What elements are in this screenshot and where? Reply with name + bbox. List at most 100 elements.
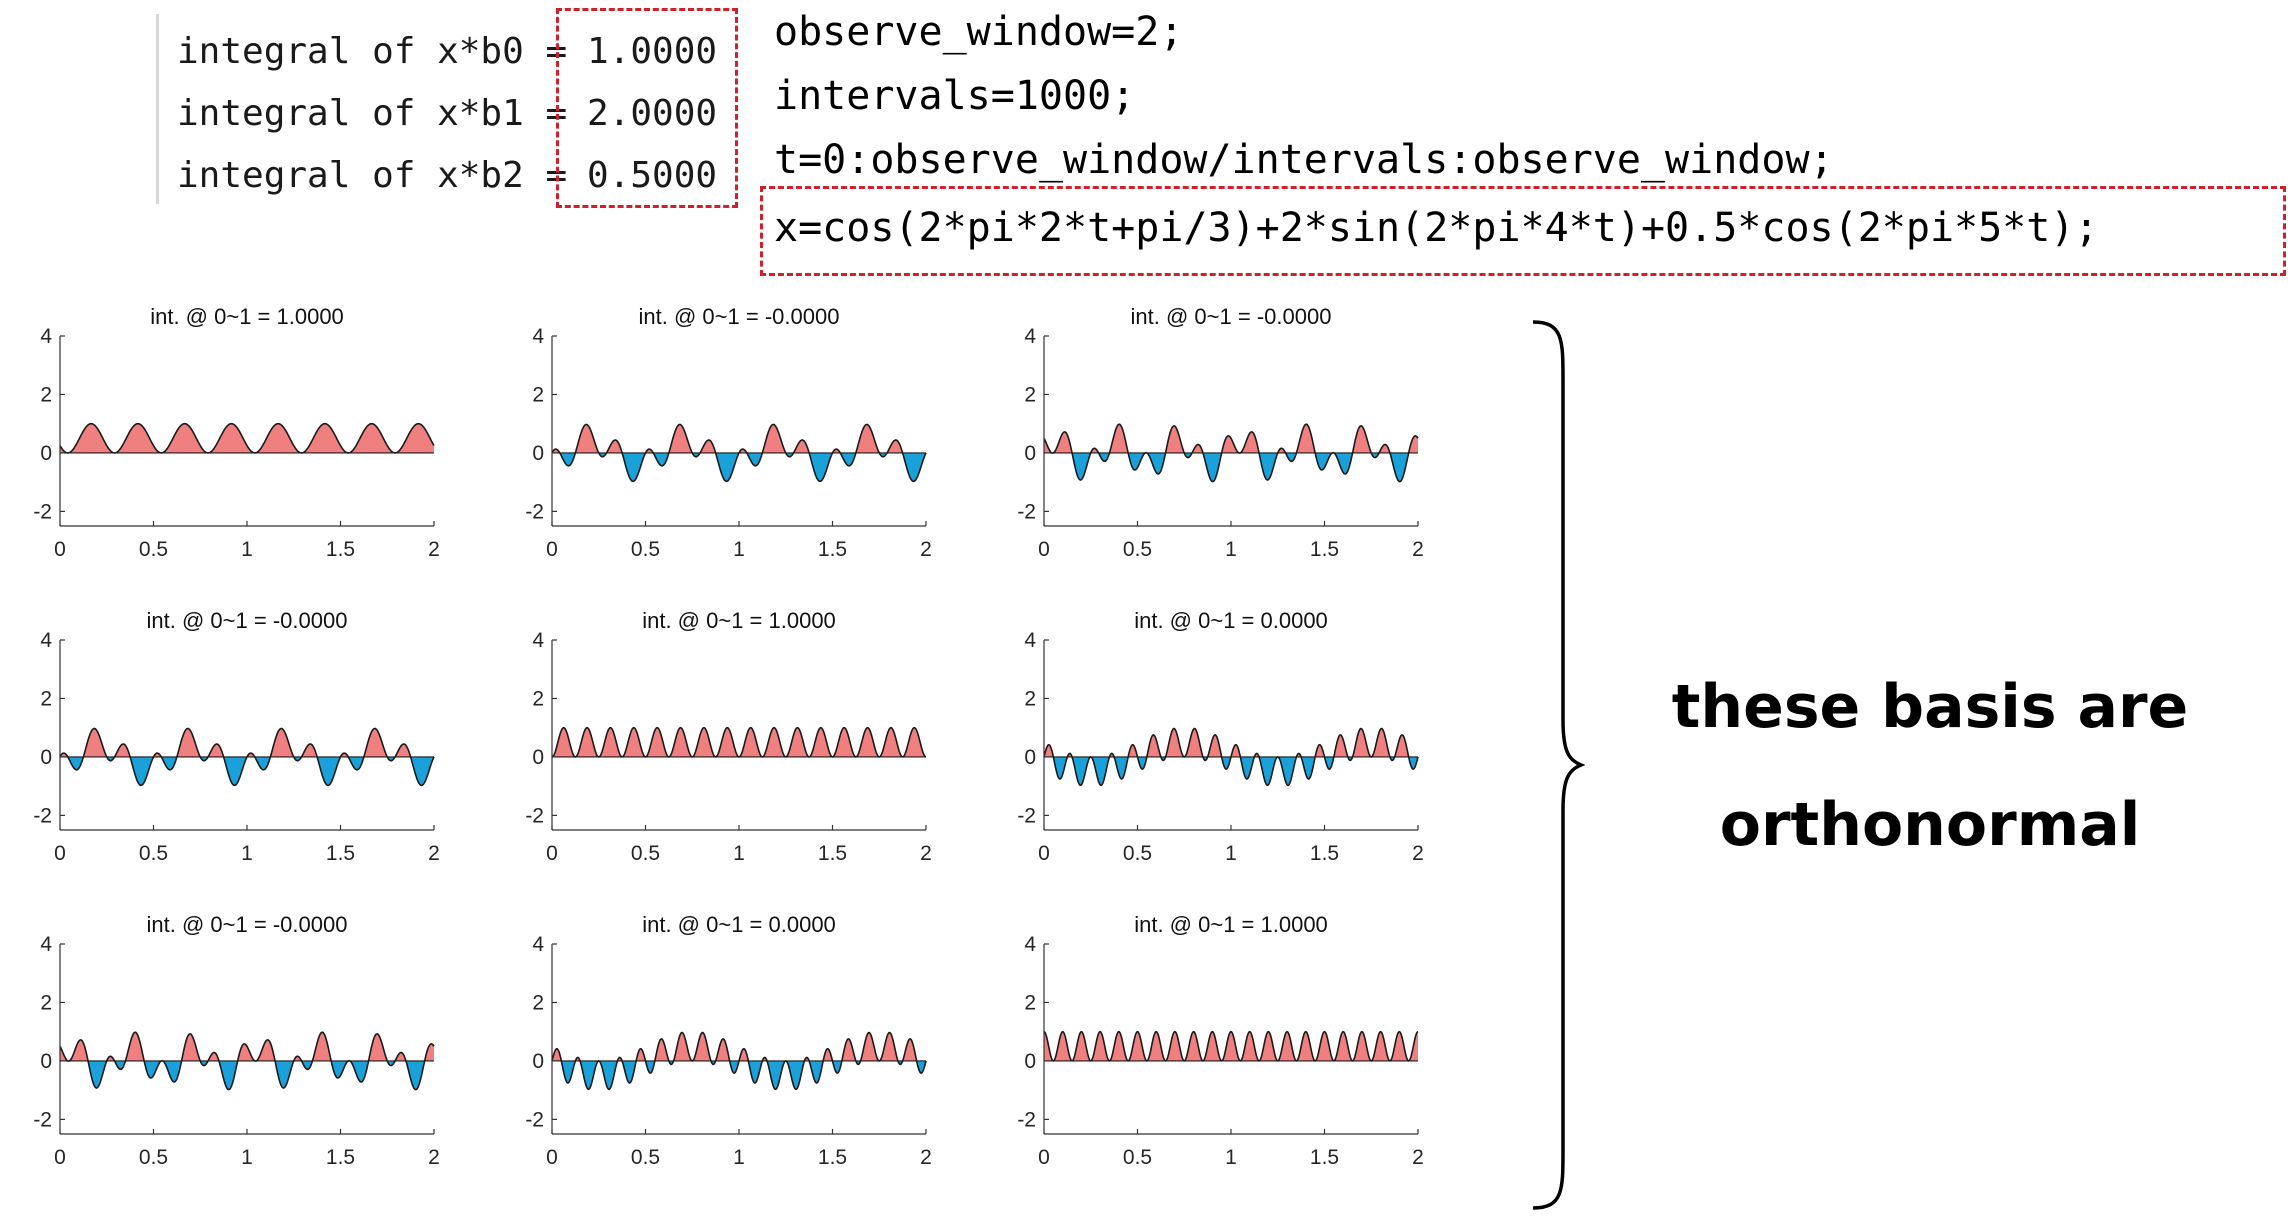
y-tick-label: 4 [532, 933, 544, 956]
subplot-title: int. @ 0~1 = -0.0000 [1131, 304, 1332, 329]
x-tick-label: 1 [1225, 842, 1237, 865]
y-tick-label: -2 [33, 804, 52, 827]
x-tick-label: 2 [428, 538, 440, 561]
console-row-label: integral of x*b1 = [177, 93, 568, 134]
x-tick-label: 0 [546, 842, 558, 865]
x-tick-label: 0.5 [1123, 842, 1152, 865]
y-tick-label: -2 [33, 1108, 52, 1131]
x-tick-label: 1.5 [326, 538, 355, 561]
x-tick-label: 1.5 [1310, 1146, 1339, 1169]
x-tick-label: 2 [920, 538, 932, 561]
y-tick-label: -2 [525, 804, 544, 827]
code-line: observe_window=2; [774, 9, 1184, 55]
y-tick-label: 2 [1024, 687, 1036, 710]
x-tick-label: 0.5 [139, 538, 168, 561]
x-tick-label: 1.5 [326, 1146, 355, 1169]
y-tick-label: 4 [40, 629, 52, 652]
console-row-value: 1.0000 [587, 31, 718, 72]
x-tick-label: 1 [733, 1146, 745, 1169]
y-tick-label: 4 [1024, 325, 1036, 348]
y-tick-label: -2 [1017, 500, 1036, 523]
x-tick-label: 2 [1412, 842, 1424, 865]
negative-area [1044, 452, 1418, 482]
y-tick-label: 0 [532, 746, 544, 769]
x-tick-label: 1 [241, 1146, 253, 1169]
signal-highlight-box [760, 186, 2286, 276]
x-tick-label: 0.5 [631, 538, 660, 561]
x-tick-label: 1 [1225, 1146, 1237, 1169]
callout-line-1: these basis are [1671, 672, 2189, 742]
negative-area [60, 756, 434, 786]
x-tick-label: 2 [428, 1146, 440, 1169]
x-tick-label: 0 [1038, 842, 1050, 865]
callout-line-2: orthonormal [1719, 790, 2141, 860]
subplot-title: int. @ 0~1 = 1.0000 [1134, 912, 1328, 937]
values-highlight-box [556, 8, 738, 208]
y-tick-label: 2 [40, 991, 52, 1014]
console-row-value: 0.5000 [587, 155, 718, 196]
x-tick-label: 0 [1038, 538, 1050, 561]
subplot-title: int. @ 0~1 = 1.0000 [642, 608, 836, 633]
y-tick-label: 4 [1024, 933, 1036, 956]
x-tick-label: 0 [54, 538, 66, 561]
y-tick-label: 0 [40, 746, 52, 769]
console-row-label: integral of x*b2 = [177, 155, 568, 196]
console-row-value: 2.0000 [587, 93, 718, 134]
y-tick-label: -2 [1017, 1108, 1036, 1131]
subplot-title: int. @ 0~1 = 0.0000 [642, 912, 836, 937]
y-tick-label: 0 [1024, 442, 1036, 465]
negative-area [552, 452, 926, 482]
positive-area [552, 1032, 926, 1061]
x-tick-label: 0 [546, 538, 558, 561]
series-line [59, 422, 435, 454]
y-tick-label: -2 [525, 500, 544, 523]
y-tick-label: 0 [1024, 746, 1036, 769]
y-tick-label: -2 [33, 500, 52, 523]
x-tick-label: 0 [54, 1146, 66, 1169]
console-row-label: integral of x*b0 = [177, 31, 568, 72]
x-tick-label: 0.5 [1123, 1146, 1152, 1169]
x-tick-label: 1.5 [326, 842, 355, 865]
y-tick-label: 2 [40, 687, 52, 710]
curly-brace [1532, 320, 1585, 1210]
subplot-title: int. @ 0~1 = -0.0000 [147, 912, 348, 937]
positive-area [1044, 1031, 1418, 1061]
y-tick-label: 0 [532, 1050, 544, 1073]
x-tick-label: 0.5 [139, 1146, 168, 1169]
series-line [1043, 1030, 1419, 1062]
x-tick-label: 0.5 [139, 842, 168, 865]
y-tick-label: 2 [1024, 383, 1036, 406]
x-tick-label: 1.5 [1310, 842, 1339, 865]
y-tick-label: 2 [40, 383, 52, 406]
x-tick-label: 1 [733, 842, 745, 865]
y-tick-label: 4 [40, 933, 52, 956]
code-line: t=0:observe_window/intervals:observe_win… [774, 137, 1834, 183]
x-tick-label: 1.5 [1310, 538, 1339, 561]
y-tick-label: 0 [40, 1050, 52, 1073]
y-tick-label: 4 [532, 629, 544, 652]
x-tick-label: 1.5 [818, 538, 847, 561]
x-tick-label: 1.5 [818, 842, 847, 865]
y-tick-label: 0 [532, 442, 544, 465]
y-tick-label: 0 [1024, 1050, 1036, 1073]
y-tick-label: 2 [532, 383, 544, 406]
x-tick-label: 0.5 [631, 842, 660, 865]
subplot-title: int. @ 0~1 = 1.0000 [150, 304, 344, 329]
y-tick-label: 0 [40, 442, 52, 465]
y-tick-label: 2 [532, 687, 544, 710]
y-tick-label: 4 [1024, 629, 1036, 652]
x-tick-label: 0.5 [1123, 538, 1152, 561]
y-tick-label: -2 [1017, 804, 1036, 827]
x-tick-label: 1 [733, 538, 745, 561]
positive-area [1044, 728, 1418, 757]
subplot-title: int. @ 0~1 = -0.0000 [639, 304, 840, 329]
y-tick-label: 2 [1024, 991, 1036, 1014]
y-tick-label: 4 [532, 325, 544, 348]
x-tick-label: 0.5 [631, 1146, 660, 1169]
